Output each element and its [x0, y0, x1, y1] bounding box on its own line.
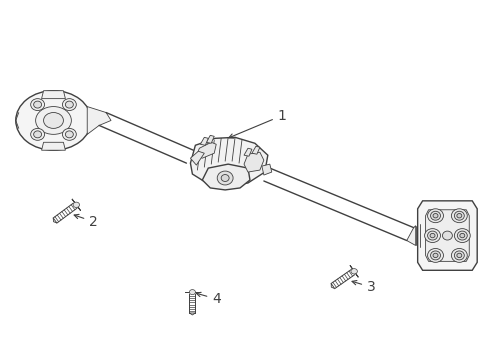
Polygon shape — [417, 201, 477, 270]
Polygon shape — [72, 199, 81, 211]
Ellipse shape — [65, 131, 74, 138]
Polygon shape — [190, 313, 196, 315]
Ellipse shape — [34, 101, 42, 108]
Ellipse shape — [73, 202, 79, 207]
Polygon shape — [350, 265, 358, 277]
Ellipse shape — [454, 229, 470, 243]
Polygon shape — [202, 164, 250, 190]
Ellipse shape — [425, 229, 441, 243]
Ellipse shape — [62, 99, 76, 111]
Ellipse shape — [31, 99, 45, 111]
Polygon shape — [87, 107, 111, 134]
Polygon shape — [53, 218, 57, 223]
Ellipse shape — [431, 251, 441, 260]
Ellipse shape — [451, 248, 467, 262]
Ellipse shape — [451, 209, 467, 223]
Ellipse shape — [428, 209, 443, 223]
Ellipse shape — [36, 107, 72, 134]
Text: 1: 1 — [229, 108, 287, 138]
Ellipse shape — [16, 91, 91, 150]
Ellipse shape — [430, 233, 435, 238]
Polygon shape — [200, 137, 208, 145]
Polygon shape — [426, 210, 469, 261]
Ellipse shape — [428, 231, 438, 240]
Text: 4: 4 — [196, 292, 221, 306]
Text: 3: 3 — [352, 280, 376, 294]
Polygon shape — [244, 148, 252, 156]
Ellipse shape — [34, 131, 42, 138]
Ellipse shape — [44, 113, 63, 129]
Polygon shape — [42, 91, 65, 99]
Polygon shape — [244, 152, 264, 172]
Polygon shape — [191, 137, 268, 186]
Ellipse shape — [442, 231, 452, 240]
Ellipse shape — [351, 269, 357, 274]
Polygon shape — [206, 135, 214, 143]
Ellipse shape — [457, 253, 462, 258]
Polygon shape — [331, 283, 335, 289]
Ellipse shape — [460, 233, 465, 238]
Ellipse shape — [457, 213, 462, 218]
Ellipse shape — [454, 251, 465, 260]
Text: 2: 2 — [74, 214, 98, 229]
Polygon shape — [262, 164, 272, 175]
Ellipse shape — [457, 231, 467, 240]
Ellipse shape — [189, 289, 196, 294]
Ellipse shape — [433, 213, 438, 218]
Polygon shape — [191, 151, 204, 165]
Ellipse shape — [217, 171, 233, 185]
Ellipse shape — [65, 101, 74, 108]
Polygon shape — [42, 142, 65, 150]
Ellipse shape — [428, 248, 443, 262]
Polygon shape — [407, 226, 416, 246]
Ellipse shape — [31, 129, 45, 140]
Ellipse shape — [433, 253, 438, 258]
Ellipse shape — [454, 211, 465, 220]
Ellipse shape — [221, 175, 229, 181]
Ellipse shape — [62, 129, 76, 140]
Polygon shape — [252, 146, 260, 154]
Ellipse shape — [431, 211, 441, 220]
Polygon shape — [196, 142, 216, 158]
